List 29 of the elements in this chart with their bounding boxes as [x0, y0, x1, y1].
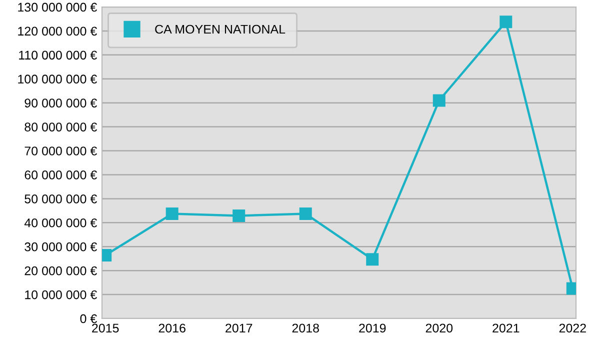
x-tick-label: 2016 — [158, 324, 186, 333]
x-tick-label: 2017 — [226, 324, 252, 333]
x-tick-label: 2018 — [292, 324, 319, 333]
point — [432, 94, 446, 107]
y-tick-label: 60 000 000 € — [24, 170, 97, 180]
y-tick-label: 70 000 000 € — [24, 146, 97, 156]
y-tick-label: 10 000 000 € — [25, 290, 97, 300]
point — [500, 16, 512, 28]
legend-label: CA MOYEN NATIONAL — [155, 24, 286, 34]
y-tick-label: 20 000 000 € — [24, 266, 97, 276]
x-tick-label: 2021 — [492, 324, 520, 333]
x-tick-label: 2020 — [426, 324, 453, 333]
point — [299, 208, 312, 220]
point — [232, 209, 246, 222]
y-tick-label: 110 000 000 € — [19, 50, 97, 60]
y-tick-label: 50 000 000 € — [24, 194, 97, 204]
x-tick-label: 2015 — [92, 324, 119, 333]
y-tick-label: 30 000 000 € — [24, 242, 97, 252]
x-tick-label: 2019 — [359, 324, 386, 333]
point — [166, 208, 178, 220]
y-tick-label: 100 000 000 € — [18, 74, 97, 84]
y-tick-label: 40 000 000 € — [24, 218, 97, 228]
y-tick-label: 120 000 000 € — [18, 26, 97, 36]
y-tick-label: 130 000 000 € — [18, 2, 97, 12]
y-tick-label: 80 000 000 € — [24, 122, 97, 132]
x-tick-label: 2022 — [559, 324, 586, 333]
y-tick-label: 0 € — [80, 314, 97, 324]
y-tick-label: 90 000 000 € — [24, 98, 97, 108]
point — [366, 253, 379, 266]
